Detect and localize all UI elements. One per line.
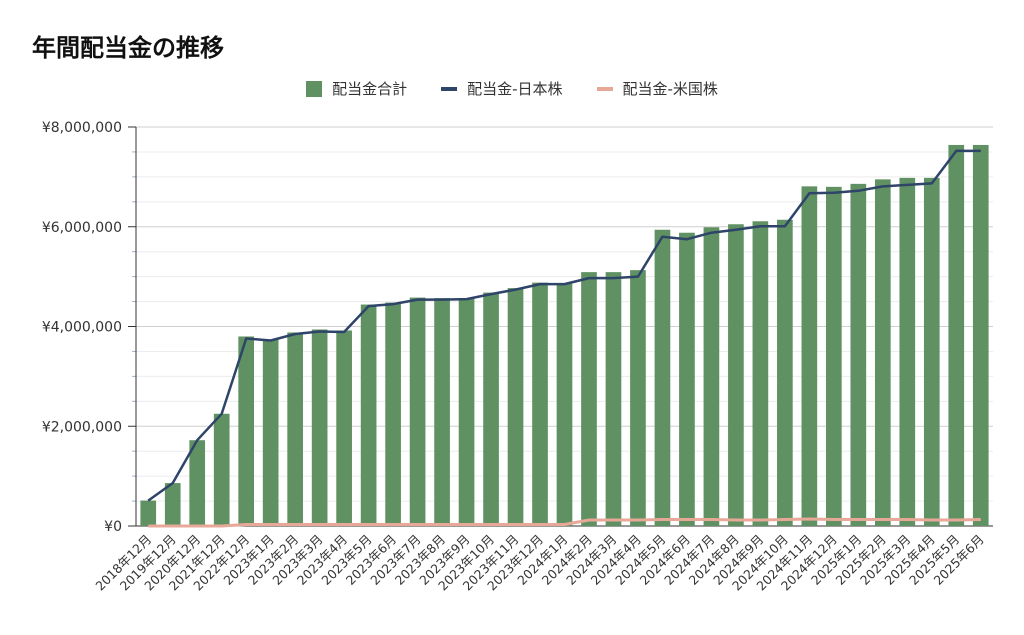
legend-item-total[interactable]: 配当金合計	[306, 78, 407, 99]
bar	[140, 500, 157, 526]
legend-swatch-japan	[441, 86, 458, 91]
bar	[752, 221, 769, 527]
bar	[311, 329, 328, 526]
bar	[801, 186, 818, 526]
bar	[458, 298, 475, 526]
bar	[336, 330, 352, 526]
y-tick-label: ¥6,000,000	[42, 220, 122, 236]
legend-swatch-total	[306, 80, 323, 97]
legend-item-us[interactable]: 配当金-米国株	[596, 78, 718, 99]
y-tick-label: ¥2,000,000	[42, 419, 122, 435]
bar	[728, 224, 744, 526]
bar	[164, 483, 181, 526]
bar	[262, 339, 279, 526]
bar	[385, 302, 401, 526]
bar	[703, 227, 720, 526]
bar	[556, 283, 573, 526]
bar	[213, 413, 230, 526]
bar	[581, 272, 597, 526]
bar-series	[140, 144, 989, 527]
bar	[630, 270, 646, 526]
bar	[923, 177, 940, 526]
line-series-us	[148, 517, 981, 528]
bar	[850, 183, 867, 527]
bar	[777, 219, 793, 526]
legend-label-total: 配当金合計	[332, 80, 408, 98]
bar	[483, 292, 499, 526]
bar	[826, 186, 842, 526]
legend: 配当金合計 配当金-日本株 配当金-米国株	[0, 78, 1024, 99]
bar	[434, 298, 450, 526]
bar	[654, 229, 671, 526]
y-tick-label: ¥8,000,000	[42, 120, 122, 136]
bar	[189, 440, 206, 526]
bar	[874, 179, 891, 526]
y-tick-label: ¥4,000,000	[42, 320, 122, 336]
line-series-japan	[147, 149, 981, 502]
bar	[360, 304, 377, 526]
legend-swatch-us	[596, 86, 613, 91]
bar	[899, 177, 916, 526]
bar	[679, 232, 695, 527]
y-tick-label: ¥0	[104, 519, 122, 535]
bar	[409, 297, 426, 526]
bar	[948, 144, 965, 526]
chart-title: 年間配当金の推移	[32, 34, 224, 62]
legend-label-japan: 配当金-日本株	[467, 80, 563, 98]
legend-label-us: 配当金-米国株	[622, 80, 718, 98]
legend-item-japan[interactable]: 配当金-日本株	[441, 78, 563, 99]
bar	[972, 144, 989, 526]
bar	[287, 332, 303, 526]
bar	[605, 272, 622, 526]
bar	[238, 336, 255, 526]
bar	[507, 288, 524, 526]
bar	[532, 282, 548, 526]
